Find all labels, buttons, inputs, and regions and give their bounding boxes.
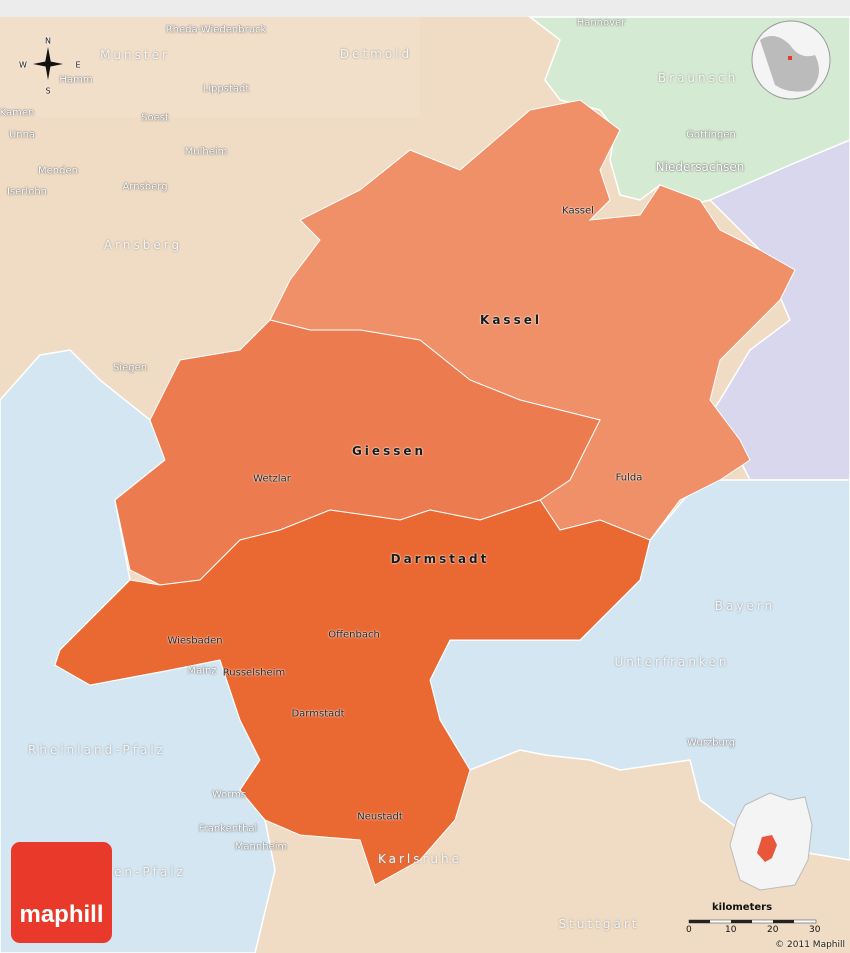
city-iserlohn: Iserlohn	[7, 186, 47, 198]
city-arnsberg: Arnsberg	[122, 181, 168, 193]
city-worms: Worms	[211, 789, 247, 801]
region-munster	[0, 17, 420, 117]
region-label-detmold: Detmold	[339, 47, 413, 61]
region-label-rheinland-pfalz: Rheinland-Pfalz	[28, 743, 166, 757]
city-lippstadt: Lippstadt	[202, 83, 250, 95]
city-menden: Menden	[38, 165, 78, 177]
region-label-arnsberg: Arnsberg	[103, 238, 183, 252]
city-russelsheim[interactable]: Russelsheim	[222, 667, 286, 679]
region-label-bayern: Bayern	[714, 599, 776, 613]
city-mannheim: Mannheim	[234, 841, 288, 853]
city-soest: Soest	[141, 112, 169, 124]
region-label-giessen[interactable]: Giessen	[351, 444, 427, 458]
city-rheda: Rheda-Wiedenbruck	[165, 24, 267, 36]
compass-e: E	[75, 60, 81, 70]
city-siegen: Siegen	[112, 362, 148, 374]
region-darmstadt	[54, 499, 651, 886]
maphill-logo[interactable]: maphill	[11, 842, 112, 943]
logo-text: maphill	[19, 901, 104, 928]
city-wurzburg: Wurzburg	[686, 737, 736, 749]
region-label-kassel[interactable]: Kassel	[480, 313, 542, 327]
compass-rose	[33, 47, 63, 80]
region-label-pfalz: en-Pfalz	[114, 865, 186, 879]
city-mulheim: Mulheim	[184, 146, 228, 158]
scale-tick-30: 30	[809, 925, 821, 935]
scale-unit: kilometers	[712, 902, 773, 913]
city-wetzlar[interactable]: Wetzlar	[253, 473, 291, 485]
copyright: © 2011 Maphill	[775, 940, 845, 950]
region-label-niedersachsen: Niedersachsen	[655, 160, 745, 174]
scale-tick-10: 10	[725, 925, 737, 935]
city-frankenthal: Frankenthal	[198, 823, 258, 835]
region-label-unterfranken: Unterfranken	[614, 655, 730, 669]
city-neustadt[interactable]: Neustadt	[357, 811, 403, 823]
region-label-stuttgart: Stuttgart	[558, 917, 640, 931]
compass-w: W	[19, 60, 27, 70]
city-hannover: Hannover	[576, 17, 626, 29]
city-wiesbaden[interactable]: Wiesbaden	[167, 635, 223, 647]
region-label-karlsruhe: Karlsruhe	[377, 852, 463, 866]
city-hamm: Hamm	[59, 74, 93, 86]
city-kassel[interactable]: Kassel	[562, 205, 594, 217]
region-label-braunsch: Braunsch	[657, 71, 739, 85]
germany-inset	[729, 792, 813, 891]
compass-s: S	[45, 86, 51, 96]
city-fulda[interactable]: Fulda	[615, 472, 643, 484]
city-unna: Unna	[8, 129, 36, 141]
top-strip	[0, 0, 850, 17]
city-kamen: Kamen	[0, 107, 35, 119]
city-gottingen: Gottingen	[686, 129, 736, 141]
region-label-munster: Munster	[100, 48, 170, 62]
scale-tick-0: 0	[686, 925, 692, 935]
city-offenbach[interactable]: Offenbach	[328, 629, 380, 641]
globe-inset	[751, 20, 831, 100]
scale-bar[interactable]	[688, 919, 817, 924]
scale-tick-20: 20	[767, 925, 779, 935]
compass-n: N	[45, 36, 51, 46]
city-mainz: Mainz	[187, 665, 217, 677]
region-label-darmstadt[interactable]: Darmstadt	[390, 552, 490, 566]
city-darmstadt[interactable]: Darmstadt	[291, 708, 345, 720]
